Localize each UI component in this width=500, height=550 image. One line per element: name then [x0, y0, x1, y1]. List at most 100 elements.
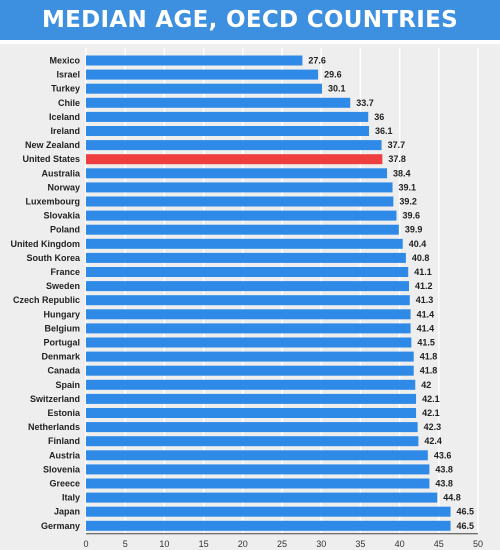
- category-label: United States: [22, 154, 80, 164]
- bar: [86, 351, 414, 362]
- x-tick-label: 20: [238, 539, 248, 549]
- data-label: 44.8: [443, 493, 461, 503]
- bar: [86, 520, 451, 531]
- bar: [86, 309, 411, 320]
- bar: [86, 393, 417, 404]
- bar: [86, 464, 430, 475]
- bar: [86, 323, 411, 334]
- category-label: Israel: [56, 70, 80, 80]
- data-label: 41.8: [420, 366, 438, 376]
- category-label: Iceland: [49, 112, 80, 122]
- data-label: 36.1: [375, 126, 393, 136]
- category-label: Czech Republic: [13, 295, 80, 305]
- data-label: 40.4: [409, 239, 427, 249]
- data-label: 41.1: [414, 267, 432, 277]
- x-tick-label: 40: [395, 539, 405, 549]
- data-label: 39.2: [399, 197, 417, 207]
- data-label: 41.2: [415, 281, 433, 291]
- data-label: 42.1: [422, 408, 440, 418]
- data-label: 41.4: [417, 309, 435, 319]
- bar: [86, 252, 406, 263]
- bar: [86, 281, 410, 292]
- bar: [86, 379, 416, 390]
- category-label: Ireland: [50, 126, 80, 136]
- category-label: Norway: [47, 182, 80, 192]
- data-label: 39.6: [402, 211, 420, 221]
- data-label: 39.1: [399, 182, 417, 192]
- category-label: Mexico: [49, 56, 80, 66]
- category-label: Germany: [41, 521, 80, 531]
- bar: [86, 182, 393, 193]
- data-label: 42.3: [424, 422, 442, 432]
- category-label: Japan: [54, 507, 80, 517]
- bar: [86, 83, 322, 94]
- bar: [86, 55, 303, 66]
- x-tick-label: 15: [199, 539, 209, 549]
- category-label: Austria: [49, 450, 81, 460]
- bar: [86, 154, 383, 165]
- bar: [86, 210, 397, 221]
- category-label: South Korea: [26, 253, 80, 263]
- category-label: United Kingdom: [11, 239, 81, 249]
- category-label: Denmark: [41, 352, 81, 362]
- bar: [86, 140, 382, 151]
- bar: [86, 436, 419, 447]
- category-label: Finland: [48, 436, 80, 446]
- category-label: Hungary: [43, 309, 80, 319]
- chart-plot-area: Mexico 27.6 Israel 29.6 Turkey 30.1 Chile 33.7 I…: [0, 44, 500, 550]
- data-label: 46.5: [457, 521, 475, 531]
- x-tick-label: 50: [473, 539, 483, 549]
- category-label: Switzerland: [30, 394, 80, 404]
- data-label: 37.8: [388, 154, 406, 164]
- x-tick-label: 5: [123, 539, 128, 549]
- x-tick-label: 45: [434, 539, 444, 549]
- data-label: 43.8: [435, 479, 453, 489]
- bar: [86, 408, 417, 418]
- category-label: Luxembourg: [25, 197, 80, 207]
- data-label: 27.6: [308, 56, 326, 66]
- category-label: France: [50, 267, 80, 277]
- chart-header: MEDIAN AGE, OECD COUNTRIES: [0, 0, 500, 40]
- data-label: 42: [421, 380, 431, 390]
- category-label: New Zealand: [25, 140, 80, 150]
- x-tick-label: 30: [316, 539, 326, 549]
- category-label: Portugal: [43, 338, 80, 348]
- bar: [86, 492, 438, 503]
- bar: [86, 506, 451, 517]
- bar: [86, 97, 351, 108]
- category-label: Italy: [62, 493, 80, 503]
- bar: [86, 267, 409, 277]
- bar: [86, 450, 428, 461]
- data-label: 43.6: [434, 450, 452, 460]
- category-label: Estonia: [47, 408, 81, 418]
- bar-chart: Mexico 27.6 Israel 29.6 Turkey 30.1 Chile 33.7 I…: [11, 48, 483, 549]
- category-label: Netherlands: [28, 422, 80, 432]
- x-tick-label: 10: [159, 539, 169, 549]
- bar: [86, 238, 403, 249]
- category-label: Canada: [47, 366, 81, 376]
- data-label: 41.8: [420, 352, 438, 362]
- data-label: 36: [374, 112, 384, 122]
- data-label: 33.7: [356, 98, 374, 108]
- category-label: Poland: [50, 225, 80, 235]
- category-label: Spain: [55, 380, 80, 390]
- data-label: 30.1: [328, 84, 346, 94]
- bar: [86, 478, 430, 489]
- bar: [86, 365, 414, 376]
- chart-title: MEDIAN AGE, OECD COUNTRIES: [41, 7, 459, 33]
- bar: [86, 126, 370, 136]
- category-label: Slovakia: [43, 211, 81, 221]
- x-tick-label: 35: [355, 539, 365, 549]
- bar: [86, 422, 418, 433]
- bar: [86, 295, 410, 306]
- category-label: Turkey: [51, 84, 80, 94]
- category-label: Chile: [58, 98, 80, 108]
- data-label: 41.4: [417, 323, 435, 333]
- category-label: Sweden: [46, 281, 80, 291]
- data-label: 29.6: [324, 70, 342, 80]
- bar: [86, 111, 369, 122]
- category-label: Belgium: [44, 323, 80, 333]
- data-label: 41.3: [416, 295, 434, 305]
- data-label: 39.9: [405, 225, 423, 235]
- data-label: 46.5: [457, 507, 475, 517]
